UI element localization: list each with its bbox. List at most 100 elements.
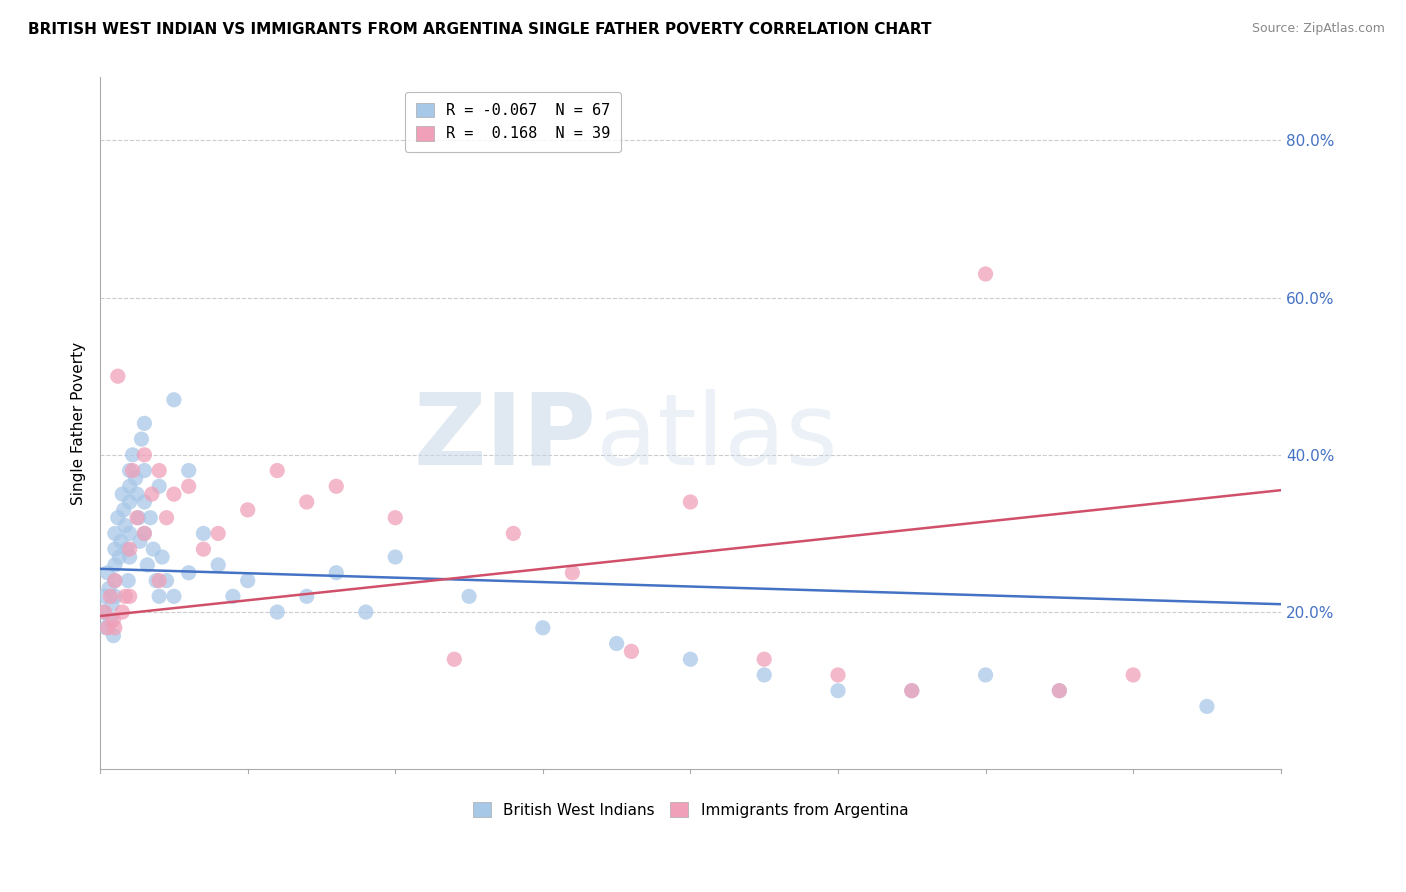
Point <box>118 526 141 541</box>
Point <box>177 566 200 580</box>
Point <box>104 590 127 604</box>
Point <box>163 590 186 604</box>
Point <box>148 590 170 604</box>
Point <box>531 621 554 635</box>
Point <box>101 597 124 611</box>
Point <box>900 683 922 698</box>
Point <box>104 574 127 588</box>
Point <box>136 558 159 572</box>
Y-axis label: Single Father Poverty: Single Father Poverty <box>72 342 86 505</box>
Text: ZIP: ZIP <box>413 389 596 486</box>
Point <box>974 267 997 281</box>
Point <box>118 479 141 493</box>
Point <box>104 558 127 572</box>
Point <box>148 574 170 588</box>
Point <box>100 590 122 604</box>
Point <box>134 448 156 462</box>
Point <box>121 448 143 462</box>
Point <box>177 464 200 478</box>
Point <box>1047 683 1070 698</box>
Point <box>107 510 129 524</box>
Point <box>163 487 186 501</box>
Point <box>325 566 347 580</box>
Point <box>110 534 132 549</box>
Point <box>139 510 162 524</box>
Point <box>443 652 465 666</box>
Point <box>193 542 215 557</box>
Point <box>124 471 146 485</box>
Point <box>103 629 125 643</box>
Point <box>112 503 135 517</box>
Point <box>141 487 163 501</box>
Point <box>93 605 115 619</box>
Point <box>115 542 138 557</box>
Point <box>827 683 849 698</box>
Point <box>561 566 583 580</box>
Point <box>827 668 849 682</box>
Point <box>900 683 922 698</box>
Point <box>114 590 136 604</box>
Point <box>134 526 156 541</box>
Point <box>131 432 153 446</box>
Point <box>117 574 139 588</box>
Point <box>125 510 148 524</box>
Point <box>104 621 127 635</box>
Point <box>96 621 118 635</box>
Point <box>111 605 134 619</box>
Point <box>118 464 141 478</box>
Point <box>679 495 702 509</box>
Point <box>679 652 702 666</box>
Point <box>94 621 117 635</box>
Point <box>295 495 318 509</box>
Point <box>108 549 131 564</box>
Point <box>502 526 524 541</box>
Point <box>128 510 150 524</box>
Point <box>142 542 165 557</box>
Point <box>384 510 406 524</box>
Point <box>177 479 200 493</box>
Point <box>155 510 177 524</box>
Point <box>163 392 186 407</box>
Point <box>91 605 114 619</box>
Point <box>207 526 229 541</box>
Point <box>125 487 148 501</box>
Text: Source: ZipAtlas.com: Source: ZipAtlas.com <box>1251 22 1385 36</box>
Point <box>129 534 152 549</box>
Point <box>134 495 156 509</box>
Point <box>1195 699 1218 714</box>
Point <box>121 464 143 478</box>
Point <box>193 526 215 541</box>
Point <box>1122 668 1144 682</box>
Point <box>104 542 127 557</box>
Point <box>118 590 141 604</box>
Legend: British West Indians, Immigrants from Argentina: British West Indians, Immigrants from Ar… <box>467 797 914 824</box>
Point <box>104 526 127 541</box>
Point <box>148 464 170 478</box>
Point <box>222 590 245 604</box>
Point <box>1047 683 1070 698</box>
Point <box>606 636 628 650</box>
Point <box>114 518 136 533</box>
Point <box>145 574 167 588</box>
Point <box>754 652 776 666</box>
Point <box>620 644 643 658</box>
Point <box>118 549 141 564</box>
Point <box>134 526 156 541</box>
Point <box>155 574 177 588</box>
Point <box>98 582 121 596</box>
Point <box>107 369 129 384</box>
Point <box>458 590 481 604</box>
Point <box>111 487 134 501</box>
Point <box>134 464 156 478</box>
Point <box>118 542 141 557</box>
Text: BRITISH WEST INDIAN VS IMMIGRANTS FROM ARGENTINA SINGLE FATHER POVERTY CORRELATI: BRITISH WEST INDIAN VS IMMIGRANTS FROM A… <box>28 22 932 37</box>
Point <box>134 417 156 431</box>
Point <box>325 479 347 493</box>
Point <box>103 613 125 627</box>
Point <box>384 549 406 564</box>
Point <box>118 495 141 509</box>
Point <box>266 464 288 478</box>
Point <box>974 668 997 682</box>
Point <box>754 668 776 682</box>
Point <box>236 503 259 517</box>
